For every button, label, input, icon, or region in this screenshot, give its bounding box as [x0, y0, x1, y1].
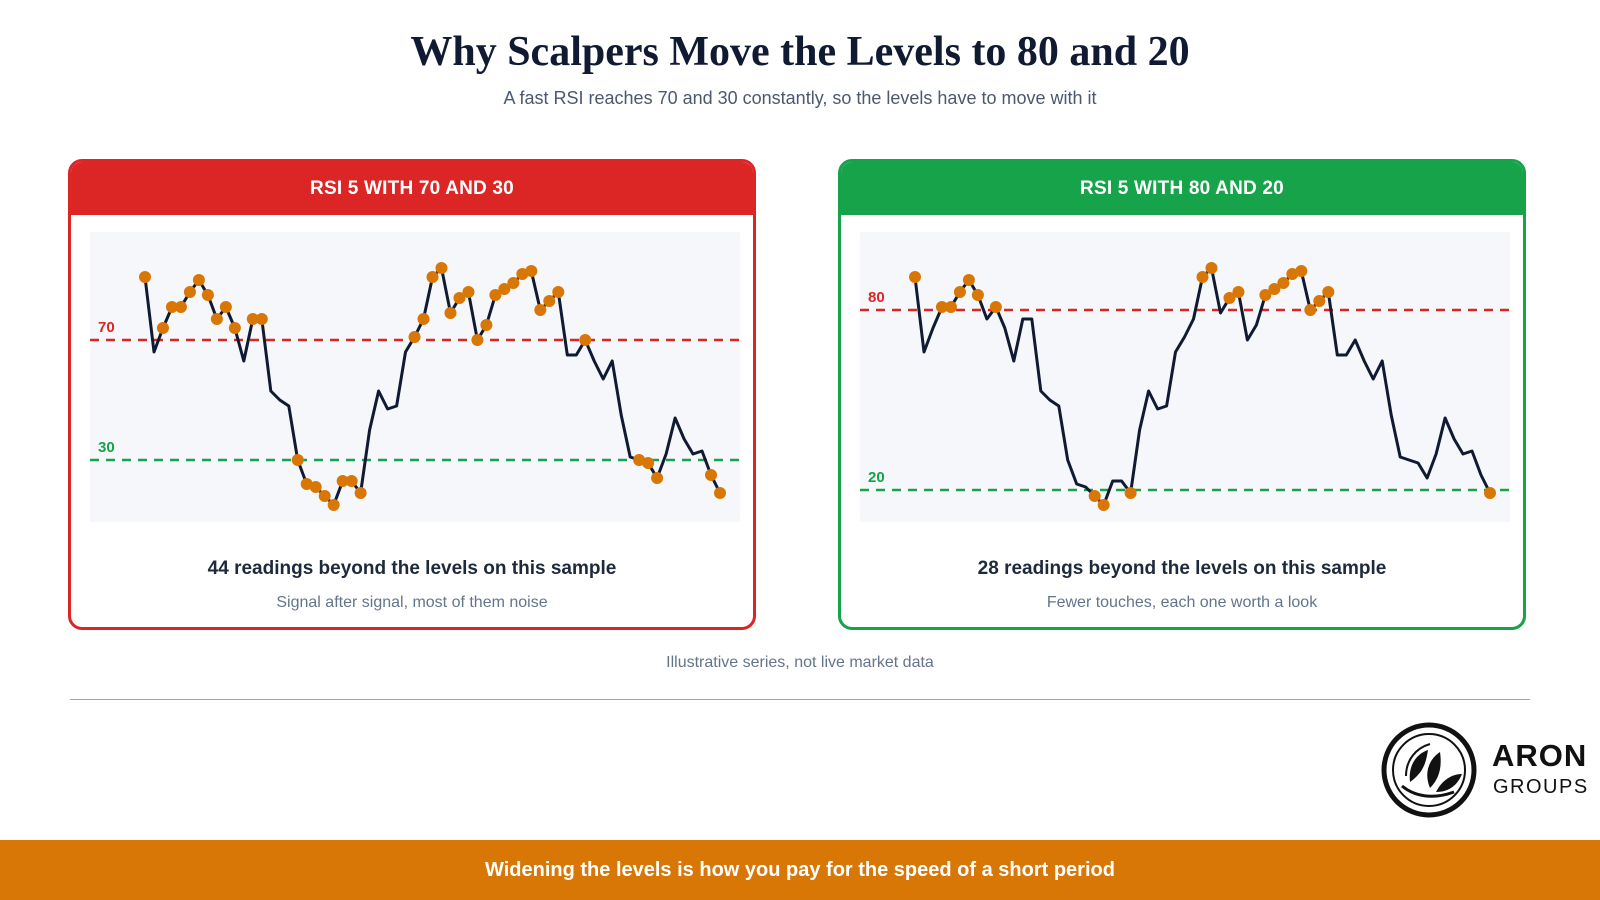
signal-point: [489, 289, 502, 301]
signal-point: [408, 331, 421, 343]
signal-point: [1484, 487, 1496, 499]
signal-point: [336, 475, 349, 487]
plot-background: [860, 232, 1510, 522]
panel-70-30: RSI 5 WITH 70 AND 30 70 30 44 readings be…: [68, 159, 756, 630]
aron-groups-logo: ARON GROUPS: [1380, 720, 1587, 820]
signal-point: [174, 301, 187, 313]
signal-point: [471, 334, 484, 346]
signal-point: [255, 313, 268, 325]
overbought-level-label: 80: [868, 289, 885, 306]
signal-point: [1097, 499, 1110, 511]
signal-point: [345, 475, 358, 487]
signal-point: [498, 283, 511, 295]
signal-point: [1295, 265, 1308, 277]
signal-point: [435, 262, 448, 274]
signal-point: [962, 274, 975, 286]
signal-point: [1124, 487, 1137, 499]
signal-point: [417, 313, 430, 325]
signal-point: [246, 313, 259, 325]
signal-point: [1223, 292, 1236, 304]
signal-point: [989, 301, 1002, 313]
signal-point: [1313, 295, 1326, 307]
signal-point: [156, 322, 169, 334]
signal-point: [1268, 283, 1281, 295]
signal-point: [642, 457, 655, 469]
signal-point: [354, 487, 367, 499]
signal-point: [525, 265, 538, 277]
signal-point: [953, 286, 966, 298]
readings-note: Signal after signal, most of them noise: [276, 594, 548, 611]
readings-note: Fewer touches, each one worth a look: [1046, 594, 1318, 611]
signal-point: [1259, 289, 1272, 301]
signal-point: [935, 301, 948, 313]
signal-point: [165, 301, 178, 313]
panel-80-20: RSI 5 WITH 80 AND 20 80 20 28 readings be…: [838, 159, 1526, 630]
signal-point: [318, 490, 331, 502]
rsi-chart-70-30: 70 30: [90, 232, 740, 522]
signal-point: [714, 487, 726, 499]
signal-point: [507, 277, 520, 289]
signal-point: [1205, 262, 1218, 274]
signal-point: [1196, 271, 1209, 283]
page-subtitle: A fast RSI reaches 70 and 30 constantly,…: [503, 88, 1097, 108]
signal-point: [1088, 490, 1101, 502]
signal-point: [579, 334, 592, 346]
signal-point: [426, 271, 439, 283]
signal-point: [309, 481, 322, 493]
signal-point: [1322, 286, 1335, 298]
signal-point: [192, 274, 205, 286]
signal-point: [534, 304, 547, 316]
signal-point: [543, 295, 556, 307]
logo-wordmark-primary: ARON: [1492, 738, 1588, 773]
signal-point: [444, 307, 457, 319]
bottom-banner: Widening the levels is how you pay for t…: [0, 840, 1600, 900]
signal-point: [201, 289, 214, 301]
signal-point: [291, 454, 304, 466]
signal-point: [327, 499, 340, 511]
overbought-level-label: 70: [98, 319, 115, 336]
signal-point: [183, 286, 196, 298]
signal-point: [480, 319, 493, 331]
footnote: Illustrative series, not live market dat…: [666, 654, 934, 671]
signal-point: [228, 322, 241, 334]
signal-point: [909, 271, 921, 283]
signal-point: [1304, 304, 1317, 316]
readings-summary: 44 readings beyond the levels on this sa…: [207, 558, 617, 579]
signal-point: [453, 292, 466, 304]
signal-point: [210, 313, 223, 325]
oversold-level-label: 30: [98, 439, 115, 456]
signal-point: [552, 286, 565, 298]
leaf-logo-icon: [1381, 722, 1477, 818]
signal-point: [462, 286, 475, 298]
oversold-level-label: 20: [868, 469, 885, 486]
signal-point: [219, 301, 232, 313]
signal-point: [944, 301, 957, 313]
page-title: Why Scalpers Move the Levels to 80 and 2…: [410, 29, 1190, 75]
signal-point: [1232, 286, 1245, 298]
readings-summary: 28 readings beyond the levels on this sa…: [977, 558, 1387, 579]
divider: [70, 699, 1530, 700]
plot-background: [90, 232, 740, 522]
logo-wordmark-secondary: GROUPS: [1493, 776, 1589, 798]
rsi-chart-80-20: 80 20: [860, 232, 1510, 522]
panel-header: RSI 5 WITH 70 AND 30: [71, 162, 753, 215]
signal-point: [651, 472, 664, 484]
signal-point: [971, 289, 984, 301]
signal-point: [705, 469, 718, 481]
panel-header: RSI 5 WITH 80 AND 20: [841, 162, 1523, 215]
signal-point: [139, 271, 151, 283]
signal-point: [1277, 277, 1290, 289]
